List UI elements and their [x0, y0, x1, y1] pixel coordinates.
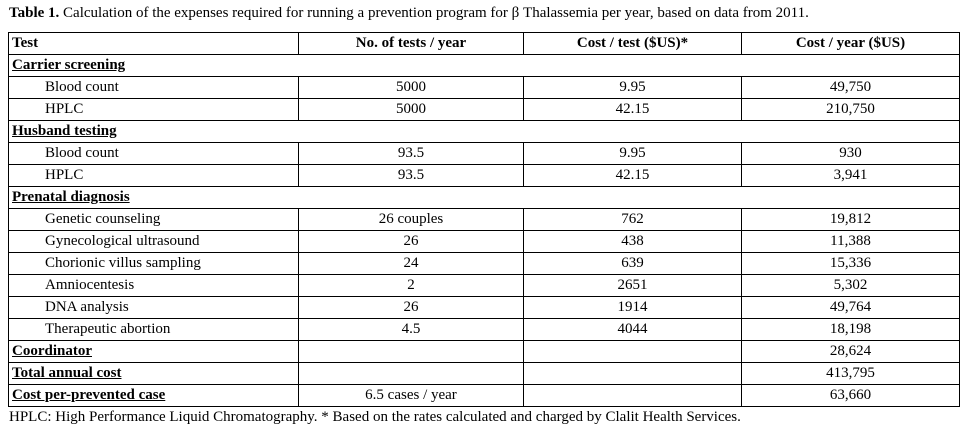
row-label: Blood count — [8, 76, 299, 99]
cost-per-test-cell: 9.95 — [523, 142, 742, 165]
expenses-table: Test No. of tests / year Cost / test ($U… — [8, 32, 960, 407]
cost-per-test-cell: 42.15 — [523, 164, 742, 187]
cost-per-year-cell: 5,302 — [741, 274, 960, 297]
cost-per-year-cell: 63,660 — [741, 384, 960, 407]
table-caption-label: Table 1. — [9, 5, 60, 21]
summary-label: Cost per-prevented case — [8, 384, 299, 407]
tests-per-year-cell: 4.5 — [298, 318, 524, 341]
table-caption: Table 1. Calculation of the expenses req… — [9, 3, 809, 23]
cost-per-test-cell: 2651 — [523, 274, 742, 297]
cost-per-test-cell: 762 — [523, 208, 742, 231]
header-test: Test — [8, 32, 299, 55]
tests-per-year-cell: 24 — [298, 252, 524, 275]
table-row: Chorionic villus sampling 24 639 15,336 — [8, 252, 960, 275]
summary-label: Total annual cost — [8, 362, 299, 385]
tests-per-year-cell: 26 — [298, 296, 524, 319]
cost-per-test-cell — [523, 362, 742, 385]
cost-per-year-cell: 210,750 — [741, 98, 960, 121]
section-title: Carrier screening — [8, 54, 960, 77]
row-label: Genetic counseling — [8, 208, 299, 231]
table-row: DNA analysis 26 1914 49,764 — [8, 296, 960, 319]
row-label: Chorionic villus sampling — [8, 252, 299, 275]
cost-per-year-cell: 11,388 — [741, 230, 960, 253]
row-label: Amniocentesis — [8, 274, 299, 297]
tests-per-year-cell: 93.5 — [298, 164, 524, 187]
table-row: Gynecological ultrasound 26 438 11,388 — [8, 230, 960, 253]
table-row: Amniocentesis 2 2651 5,302 — [8, 274, 960, 297]
table-row: HPLC 5000 42.15 210,750 — [8, 98, 960, 121]
cost-per-year-cell: 49,764 — [741, 296, 960, 319]
row-label: Gynecological ultrasound — [8, 230, 299, 253]
row-label: Blood count — [8, 142, 299, 165]
table-row: Blood count 93.5 9.95 930 — [8, 142, 960, 165]
cost-per-year-cell: 3,941 — [741, 164, 960, 187]
tests-per-year-cell — [298, 340, 524, 363]
table-row: HPLC 93.5 42.15 3,941 — [8, 164, 960, 187]
table-caption-text: Calculation of the expenses required for… — [59, 5, 809, 21]
tests-per-year-cell: 2 — [298, 274, 524, 297]
cost-per-test-cell: 438 — [523, 230, 742, 253]
section-header-row: Carrier screening — [8, 54, 960, 77]
cost-per-year-cell: 49,750 — [741, 76, 960, 99]
cost-per-test-cell: 9.95 — [523, 76, 742, 99]
row-label: Therapeutic abortion — [8, 318, 299, 341]
cost-per-test-cell — [523, 384, 742, 407]
section-title: Husband testing — [8, 120, 960, 143]
cost-per-year-cell: 19,812 — [741, 208, 960, 231]
cost-per-year-cell: 413,795 — [741, 362, 960, 385]
summary-row: Coordinator 28,624 — [8, 340, 960, 363]
cost-per-test-cell: 639 — [523, 252, 742, 275]
cost-per-year-cell: 28,624 — [741, 340, 960, 363]
header-cost-per-year: Cost / year ($US) — [741, 32, 960, 55]
tests-per-year-cell: 26 — [298, 230, 524, 253]
table-footnote: HPLC: High Performance Liquid Chromatogr… — [9, 409, 741, 425]
row-label: DNA analysis — [8, 296, 299, 319]
cost-per-test-cell: 4044 — [523, 318, 742, 341]
section-header-row: Prenatal diagnosis — [8, 186, 960, 209]
cost-per-test-cell: 1914 — [523, 296, 742, 319]
summary-row: Total annual cost 413,795 — [8, 362, 960, 385]
cost-per-test-cell: 42.15 — [523, 98, 742, 121]
table-body: Carrier screening Blood count 5000 9.95 49,7… — [8, 54, 960, 407]
tests-per-year-cell: 5000 — [298, 98, 524, 121]
cost-per-year-cell: 930 — [741, 142, 960, 165]
tests-per-year-cell: 93.5 — [298, 142, 524, 165]
section-header-row: Husband testing — [8, 120, 960, 143]
cost-per-year-cell: 15,336 — [741, 252, 960, 275]
cost-per-test-cell — [523, 340, 742, 363]
header-tests-per-year: No. of tests / year — [298, 32, 524, 55]
tests-per-year-cell: 6.5 cases / year — [298, 384, 524, 407]
table-row: Therapeutic abortion 4.5 4044 18,198 — [8, 318, 960, 341]
section-title: Prenatal diagnosis — [8, 186, 960, 209]
table-header-row: Test No. of tests / year Cost / test ($U… — [8, 32, 960, 55]
row-label: HPLC — [8, 98, 299, 121]
tests-per-year-cell: 26 couples — [298, 208, 524, 231]
summary-row: Cost per-prevented case 6.5 cases / year 6… — [8, 384, 960, 407]
cost-per-year-cell: 18,198 — [741, 318, 960, 341]
header-cost-per-test: Cost / test ($US)* — [523, 32, 742, 55]
table-row: Genetic counseling 26 couples 762 19,812 — [8, 208, 960, 231]
table-row: Blood count 5000 9.95 49,750 — [8, 76, 960, 99]
tests-per-year-cell — [298, 362, 524, 385]
row-label: HPLC — [8, 164, 299, 187]
summary-label: Coordinator — [8, 340, 299, 363]
tests-per-year-cell: 5000 — [298, 76, 524, 99]
